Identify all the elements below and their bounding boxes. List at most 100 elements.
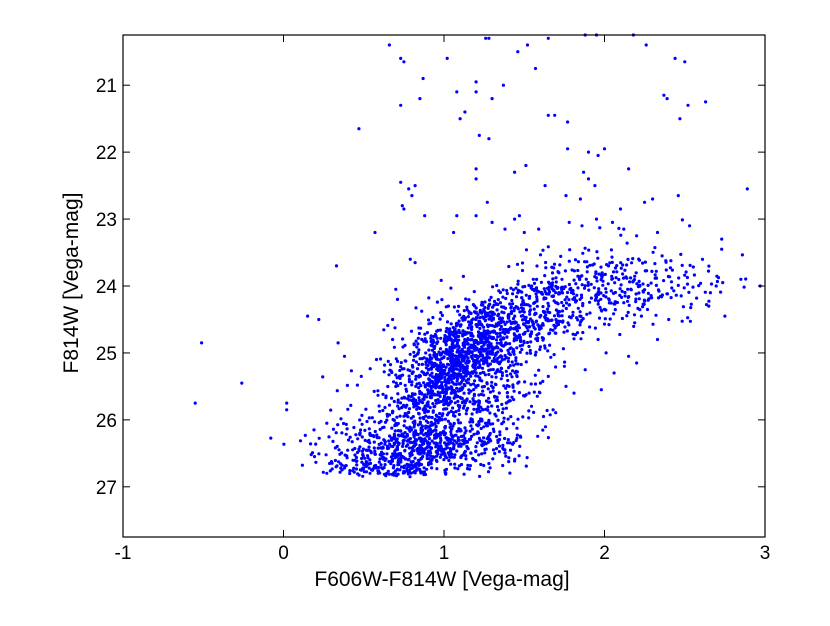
data-point (602, 307, 607, 311)
data-point (588, 311, 592, 315)
data-point (470, 318, 474, 322)
data-point (452, 421, 456, 425)
data-point (578, 314, 582, 318)
data-point (487, 36, 491, 40)
data-point (465, 440, 470, 444)
data-point (610, 220, 615, 224)
y-tick-label: 27 (96, 478, 117, 499)
data-point (453, 328, 457, 332)
data-point (651, 197, 655, 201)
data-point (456, 394, 460, 399)
data-point (479, 338, 483, 342)
data-point (554, 276, 558, 280)
data-point (507, 366, 511, 370)
data-point (700, 257, 705, 261)
data-point (686, 316, 690, 320)
data-point (533, 66, 538, 71)
data-point (470, 427, 474, 431)
data-point (339, 417, 343, 421)
data-point (434, 425, 438, 429)
data-point (436, 328, 440, 332)
data-point (448, 347, 452, 351)
data-point (535, 295, 539, 299)
data-point (497, 321, 501, 325)
data-point (352, 466, 356, 470)
data-point (641, 305, 645, 309)
data-point (423, 214, 427, 218)
data-point (431, 402, 435, 406)
data-point (463, 339, 467, 343)
data-point (572, 296, 576, 300)
data-point (532, 281, 537, 285)
data-point (321, 470, 325, 474)
data-point (431, 429, 435, 433)
data-point (353, 458, 357, 462)
data-point (546, 113, 550, 117)
data-point (396, 384, 400, 388)
data-point (459, 455, 463, 459)
data-point (539, 326, 543, 330)
data-point (435, 432, 439, 437)
data-point (509, 326, 513, 330)
data-point (317, 452, 321, 456)
data-point (463, 449, 467, 453)
y-tick-label: 22 (96, 143, 117, 164)
data-point (556, 319, 561, 323)
data-point (438, 347, 443, 351)
data-point (444, 343, 448, 347)
data-point (470, 325, 474, 329)
data-point (442, 433, 446, 437)
data-point (282, 442, 286, 446)
data-point (500, 411, 505, 415)
data-point (669, 259, 673, 263)
data-point (644, 43, 648, 47)
data-point (685, 282, 690, 286)
data-point (448, 351, 452, 356)
data-point (488, 316, 492, 320)
data-point (348, 435, 352, 439)
data-point (528, 308, 533, 312)
data-point (527, 344, 531, 349)
data-point (467, 391, 471, 395)
data-point (375, 436, 379, 440)
data-point (347, 438, 351, 442)
data-point (594, 294, 598, 298)
data-point (429, 379, 433, 383)
data-point (328, 461, 332, 466)
data-point (665, 97, 669, 101)
data-point (517, 214, 522, 218)
data-point (571, 292, 576, 296)
data-point (439, 436, 443, 440)
data-point (352, 470, 356, 474)
plot-frame (122, 34, 766, 538)
data-point (314, 442, 318, 446)
data-point (517, 391, 522, 395)
data-point (457, 421, 461, 425)
data-point (491, 336, 495, 341)
data-point (485, 381, 489, 385)
data-point (433, 362, 437, 366)
data-point (416, 336, 420, 340)
data-point (514, 295, 519, 299)
data-point (496, 368, 500, 372)
data-point (563, 360, 567, 364)
data-point (453, 466, 457, 470)
data-point (424, 426, 428, 430)
data-point (395, 415, 399, 419)
data-point (608, 261, 612, 265)
data-point (381, 426, 385, 430)
data-point (392, 453, 396, 458)
data-point (541, 414, 546, 419)
data-point (372, 446, 376, 450)
data-point (739, 277, 743, 281)
data-point (626, 287, 630, 291)
data-point (515, 329, 520, 333)
data-point (344, 422, 348, 426)
data-point (414, 468, 418, 472)
data-point (420, 309, 424, 313)
data-point (493, 451, 497, 456)
data-point (585, 265, 590, 269)
data-point (356, 437, 360, 441)
data-point (479, 358, 483, 362)
data-point (535, 297, 539, 301)
